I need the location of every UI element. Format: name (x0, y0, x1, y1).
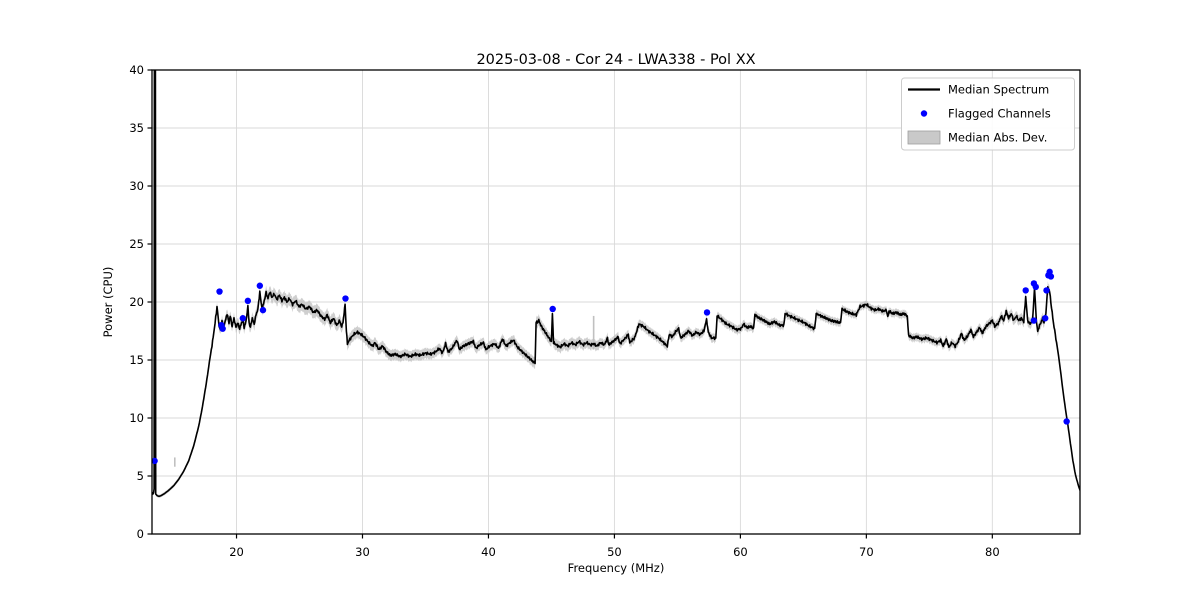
flagged-channel-dot (342, 295, 349, 302)
flagged-channel-dot (239, 315, 247, 322)
flagged-channel-dot (703, 309, 711, 316)
flagged-channel-dot (549, 305, 556, 313)
legend-box (901, 77, 1075, 151)
legend-entry-median-spectrum: Median Spectrum (908, 83, 1049, 97)
y-tick-label: 0 (137, 527, 144, 541)
legend-label-median-abs-dev: Median Abs. Dev. (948, 131, 1047, 145)
x-tick-label: 40 (481, 545, 496, 559)
x-tick-label: 60 (733, 545, 748, 559)
y-tick-label: 35 (129, 121, 144, 135)
x-tick-label: 30 (355, 545, 370, 559)
flagged-channel-dot (1047, 273, 1055, 280)
flagged-channel-dot (1022, 287, 1029, 294)
mad-spike (174, 457, 176, 467)
y-tick-label: 10 (129, 411, 144, 425)
flagged-channel-dot (1042, 315, 1049, 322)
x-tick-label: 70 (859, 545, 874, 559)
chart-title: 2025-03-08 - Cor 24 - LWA338 - Pol XX (476, 52, 755, 68)
legend-label-median-spectrum: Median Spectrum (948, 83, 1049, 97)
axis-ticks: 20 30 40 50 60 70 80 0 5 10 15 20 25 30 35 40 (129, 63, 999, 559)
flagged-channel-dot (256, 282, 264, 289)
x-tick-label: 20 (229, 545, 244, 559)
flagged-channel-dot (259, 306, 267, 314)
median-spectrum-path (152, 70, 1080, 498)
flagged-channel-dot (1063, 418, 1070, 425)
y-axis-label: Power (CPU) (101, 267, 115, 338)
legend-dot-sample (920, 110, 928, 117)
y-tick-label: 40 (129, 63, 144, 77)
flagged-channel-dot (1032, 283, 1039, 291)
x-axis-label: Frequency (MHz) (568, 561, 665, 575)
y-tick-label: 5 (137, 469, 144, 483)
median-abs-dev-band (152, 70, 1080, 498)
flagged-channel-dot (1030, 317, 1038, 324)
x-tick-label: 80 (985, 545, 1000, 559)
y-tick-label: 30 (129, 179, 144, 193)
flagged-channel-dot (216, 288, 223, 295)
legend-entry-flagged-channels: Flagged Channels (920, 107, 1051, 121)
legend: Median Spectrum Flagged Channels Median … (901, 77, 1075, 151)
flagged-channels-dots (152, 268, 1070, 465)
legend-label-flagged-channels: Flagged Channels (948, 107, 1051, 121)
legend-entry-median-abs-dev: Median Abs. Dev. (907, 130, 1047, 145)
y-tick-label: 20 (129, 295, 144, 309)
mad-spike (592, 315, 595, 350)
median-spectrum-line (152, 70, 1080, 498)
legend-patch-sample (907, 130, 941, 145)
flagged-channel-dot (219, 325, 226, 332)
y-tick-label: 25 (129, 237, 144, 251)
y-tick-label: 15 (129, 353, 144, 367)
x-tick-label: 50 (607, 545, 622, 559)
flagged-channel-dot (152, 457, 158, 465)
flagged-channel-dot (244, 297, 252, 305)
flagged-channel-dot (1043, 287, 1050, 294)
